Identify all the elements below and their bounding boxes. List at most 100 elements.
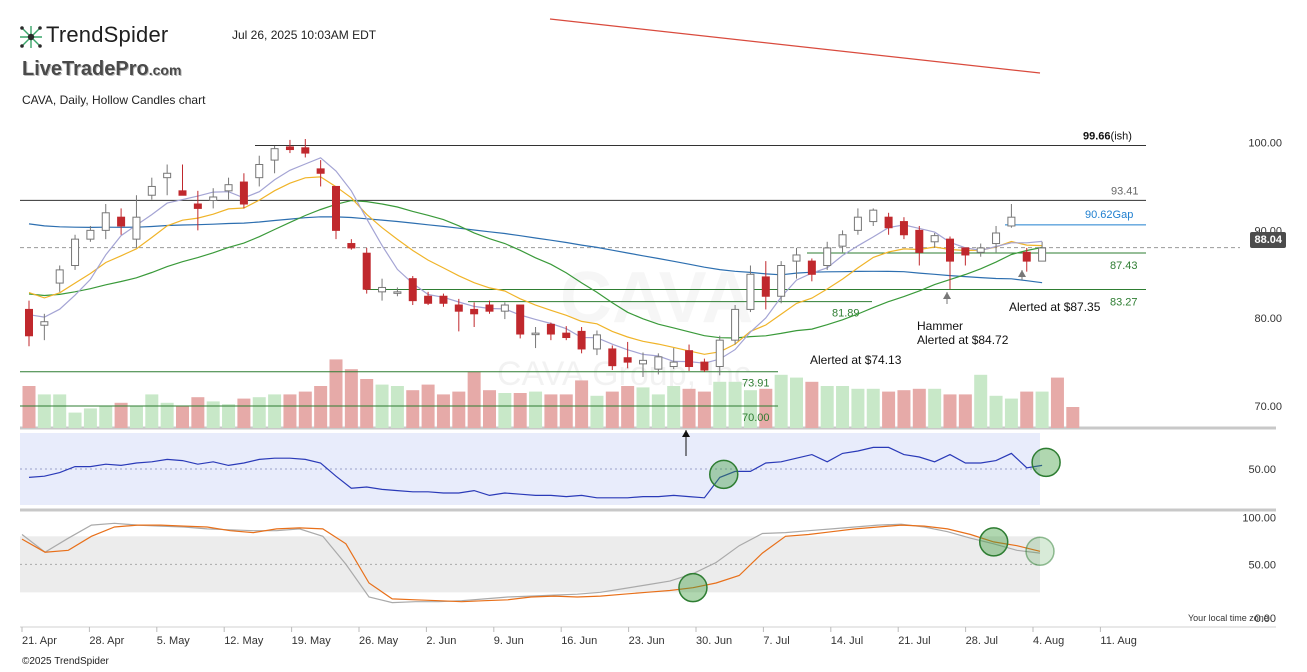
volume-bar xyxy=(53,394,67,428)
volume-bar xyxy=(314,386,328,428)
level-label-suffix: Gap xyxy=(1113,209,1134,221)
volume-bar xyxy=(912,388,926,428)
signal-circle xyxy=(1031,447,1061,478)
x-tick-label: 26. May xyxy=(359,635,399,647)
alert-label: Alerted at $74.13 xyxy=(810,353,902,367)
candle-body xyxy=(332,185,340,231)
candle-body xyxy=(285,146,294,151)
candle-body xyxy=(516,304,525,335)
stoch-k-line xyxy=(21,524,1041,603)
candle-body xyxy=(899,221,908,236)
alert-label: Alerted at $84.72 xyxy=(917,333,1009,347)
volume-bar xyxy=(1020,391,1034,428)
volume-bar xyxy=(820,386,834,428)
candle-body xyxy=(869,209,878,223)
candle-body xyxy=(562,332,571,339)
volume-bar xyxy=(728,381,742,428)
volume-bar xyxy=(252,397,266,428)
candle-body xyxy=(86,229,95,240)
volume-bar xyxy=(697,391,711,428)
volume-bar xyxy=(621,386,635,428)
candle-body xyxy=(930,235,939,243)
candle-body xyxy=(992,232,1001,245)
candle-body xyxy=(301,147,310,154)
volume-bar xyxy=(498,393,512,428)
level-label: 70.00 xyxy=(742,412,770,424)
candle-body xyxy=(239,181,248,205)
level-label: 81.89 xyxy=(832,308,860,320)
candle-body xyxy=(316,168,325,174)
current-price-tag: 88.04 xyxy=(1250,232,1286,248)
candle-body xyxy=(209,196,218,201)
candle-body xyxy=(439,295,448,304)
candle-body xyxy=(577,330,586,350)
x-tick-label: 4. Aug xyxy=(1033,635,1064,647)
candle-body xyxy=(424,295,433,304)
volume-bar xyxy=(636,387,650,428)
brand-name: TrendSpider xyxy=(46,22,169,47)
stoch-tick-label: 0.00 xyxy=(1255,613,1276,625)
candle-body xyxy=(500,304,509,312)
volume-bar xyxy=(851,388,865,428)
site-watermark: LiveTradePro.com xyxy=(22,58,181,81)
volume-bar xyxy=(529,391,543,428)
volume-bar xyxy=(390,386,404,428)
volume-bar xyxy=(237,398,251,428)
candle-body xyxy=(546,323,555,335)
x-tick-label: 19. May xyxy=(292,635,332,647)
candle-body xyxy=(669,361,678,368)
volume-bar xyxy=(191,397,205,428)
volume-bar xyxy=(452,391,466,428)
candle-body xyxy=(132,216,141,240)
candle-body xyxy=(224,184,233,192)
x-tick-label: 7. Jul xyxy=(763,635,789,647)
volume-bar xyxy=(590,395,604,428)
y-tick-label: 70.00 xyxy=(1254,401,1282,413)
hammer-label: Hammer xyxy=(917,319,963,333)
x-tick-label: 12. May xyxy=(224,635,264,647)
volume-bar xyxy=(283,394,297,428)
candle-body xyxy=(163,172,172,179)
level-label: 87.43 xyxy=(1110,260,1138,272)
volume-bar xyxy=(836,386,850,428)
local-time-note: Your local time zone xyxy=(1188,613,1269,623)
candle-body xyxy=(915,229,924,253)
x-tick-label: 30. Jun xyxy=(696,635,732,647)
candle-body xyxy=(71,238,80,267)
x-tick-label: 2. Jun xyxy=(426,635,456,647)
alert-arrow xyxy=(682,430,690,437)
candle-body xyxy=(639,359,647,365)
volume-bar xyxy=(22,386,36,428)
x-tick-label: 9. Jun xyxy=(494,635,524,647)
volume-bar xyxy=(513,393,527,428)
volume-bar xyxy=(651,394,665,428)
volume-bar xyxy=(129,405,143,428)
candle-body xyxy=(608,348,617,367)
candle-body xyxy=(746,273,755,310)
volume-bar xyxy=(37,394,51,428)
candle-body xyxy=(178,190,187,196)
level-label: 83.27 xyxy=(1110,296,1138,308)
candle-body xyxy=(270,148,279,161)
volume-bar xyxy=(882,391,896,428)
volume-bar xyxy=(160,402,174,428)
level-label-suffix: (ish) xyxy=(1111,131,1132,143)
hammer-arrow xyxy=(943,292,951,299)
candle-body xyxy=(55,269,64,284)
y-tick-label: 100.00 xyxy=(1248,138,1282,150)
volume-bar xyxy=(329,359,343,428)
level-label: 93.41 xyxy=(1111,185,1139,197)
candle-body xyxy=(823,247,832,267)
candle-body xyxy=(853,216,862,231)
volume-bar xyxy=(667,386,681,428)
volume-bar xyxy=(206,401,220,428)
candle-body xyxy=(531,332,540,336)
candle-body xyxy=(715,339,724,368)
volume-bar xyxy=(682,388,696,428)
candle-body xyxy=(347,243,356,249)
level-label: 90.62Gap xyxy=(1085,209,1133,221)
candle-body xyxy=(884,216,893,229)
volume-bar xyxy=(467,372,481,428)
volume-bar xyxy=(575,380,589,428)
